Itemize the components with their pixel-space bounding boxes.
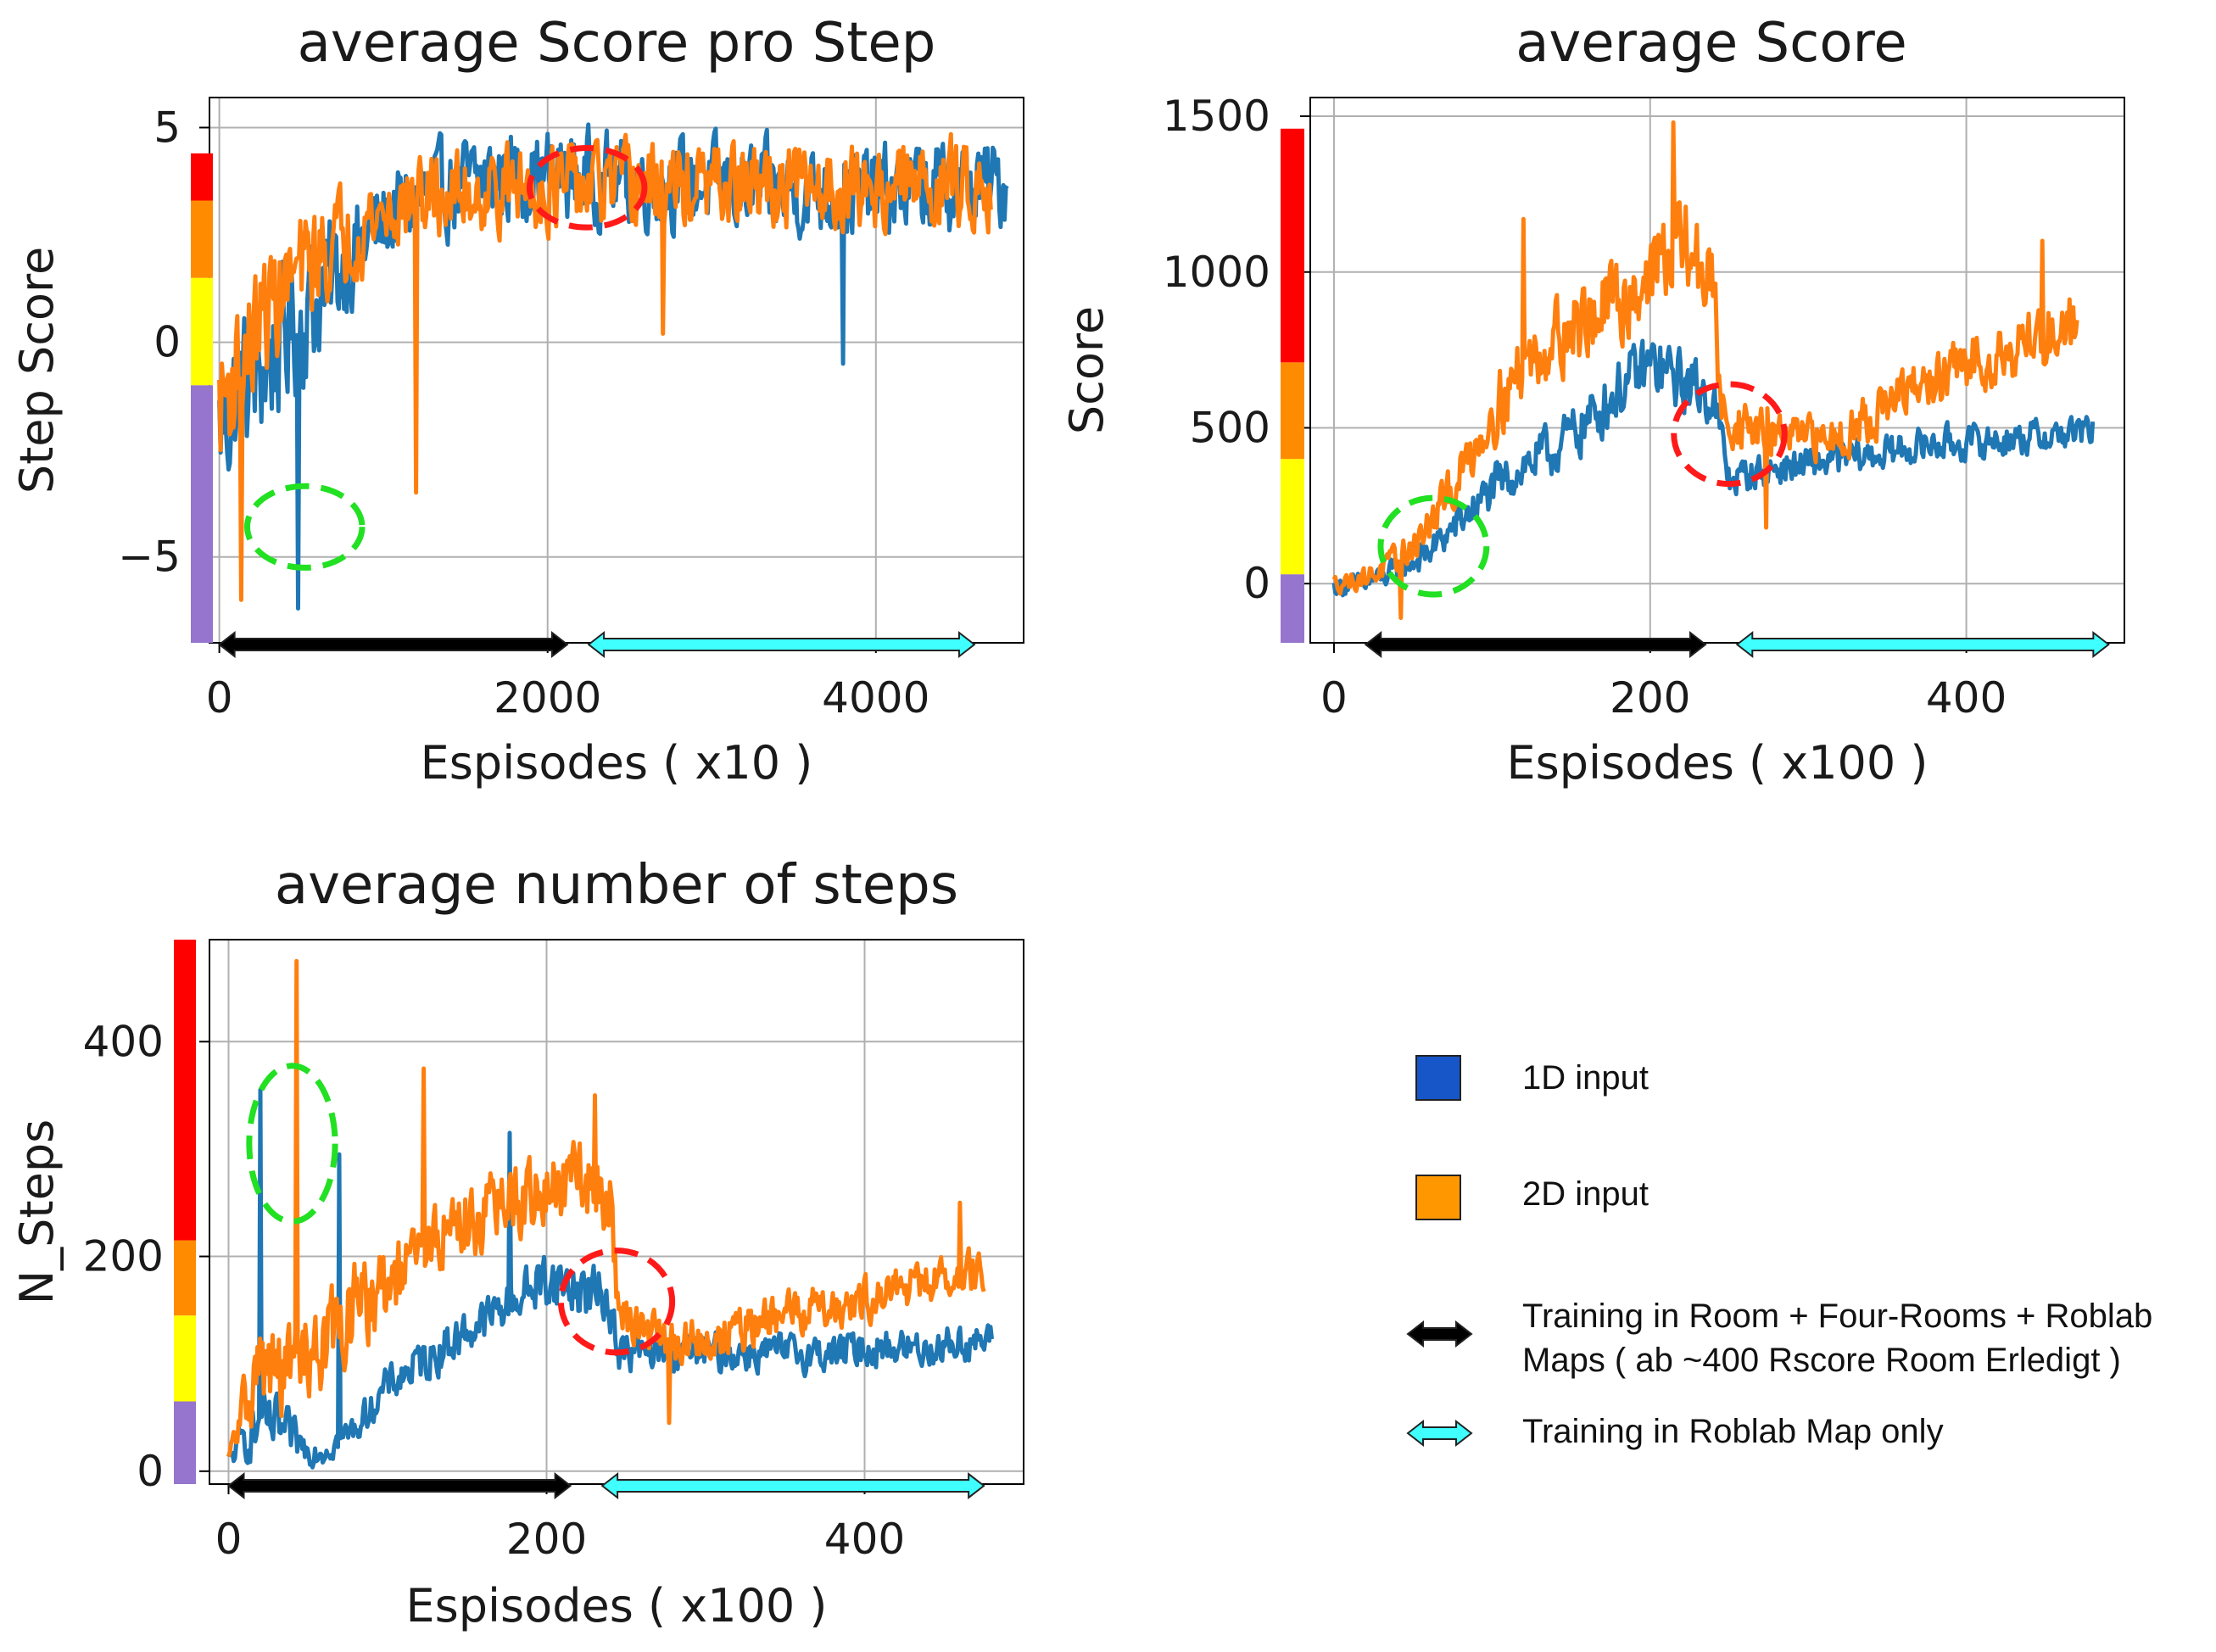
color-band-orange: [191, 200, 213, 278]
x-tick-label: 400: [1926, 673, 2007, 723]
legend-label-training-all: Training in Room + Four-Rooms + Roblab: [1522, 1298, 2152, 1335]
green-highlight-ellipse: [244, 483, 366, 571]
color-band-yellow: [1281, 459, 1304, 575]
green-highlight-ellipse: [246, 1063, 338, 1225]
legend-label-training-all-line2: Maps ( ab ~400 Rscore Room Erledigt ): [1522, 1342, 2121, 1379]
y-tick-label: 0: [137, 1447, 164, 1496]
color-band-yellow: [191, 277, 213, 386]
legend-arrow-black-shape: [1406, 1320, 1473, 1348]
chart-n_steps: 0 200 400 0 200 400 average number of steps Esp…: [10, 854, 1024, 1632]
phase-arrow-black-shape: [217, 630, 569, 659]
legend-arrow-cyan-shape-shape: [1406, 1419, 1473, 1448]
y-tick-label: 5: [154, 103, 181, 152]
phase-arrow-cyan-shape: [587, 630, 976, 659]
plot-area: [209, 940, 1024, 1484]
chart-title: average number of steps: [275, 854, 958, 917]
series-group: [217, 122, 1009, 611]
legend-arrow-black: [1406, 1320, 1473, 1348]
legend-label-1d: 1D input: [1522, 1059, 1649, 1097]
y-tick-label: 400: [83, 1017, 164, 1066]
x-axis-label: Espisodes ( x10 ): [421, 736, 813, 790]
y-tick-label: 1000: [1163, 248, 1270, 297]
phase-arrow-cyan-shape: [600, 1471, 985, 1500]
series-line-1d: [1331, 338, 2096, 598]
phase-arrow-cyan: [1735, 630, 2110, 659]
legend-swatch-2d: [1415, 1175, 1461, 1220]
phase-arrow-cyan: [600, 1471, 985, 1500]
red-highlight-ellipse: [1671, 381, 1788, 488]
color-band-red: [174, 940, 196, 1241]
phase-arrow-black: [1364, 630, 1707, 659]
legend-label-training-roblab: Training in Roblab Map only: [1522, 1413, 1944, 1450]
x-tick-label: 0: [215, 1515, 243, 1564]
color-band-purple: [174, 1401, 196, 1484]
chart-title: average Score: [1515, 12, 1907, 75]
x-tick-label: 4000: [822, 673, 929, 723]
phase-arrow-cyan: [587, 630, 976, 659]
phase-arrow-black: [226, 1471, 572, 1500]
chart-title: average Score pro Step: [298, 12, 936, 75]
x-tick-label: 0: [1320, 673, 1348, 723]
series-group: [226, 958, 994, 1470]
y-tick-label: 0: [1243, 559, 1270, 608]
x-axis-label: Espisodes ( x100 ): [1507, 736, 1929, 790]
legend-arrow-cyan-shape: [1406, 1419, 1473, 1448]
y-tick-label: 1500: [1163, 92, 1270, 141]
color-band-red: [1281, 128, 1304, 363]
phase-arrow-black-shape: [1364, 630, 1707, 659]
series-line-1d: [226, 1087, 994, 1470]
red-highlight-ellipse: [526, 144, 648, 231]
y-axis-label: Score: [1060, 306, 1114, 434]
x-tick-label: 0: [206, 673, 233, 723]
chart-step_score: 0 2000 4000 −5 0 5 average Score pro Step Espis…: [10, 12, 1024, 790]
legend-swatch-1d: [1415, 1055, 1461, 1101]
series-line-2d: [1331, 120, 2079, 621]
legend: 1D input 2D input Training in Room + Fou…: [1406, 1055, 2152, 1450]
legend-label-2d: 2D input: [1522, 1175, 1649, 1213]
phase-arrow-cyan-shape: [1735, 630, 2110, 659]
x-tick-label: 200: [506, 1515, 587, 1564]
red-highlight-ellipse: [557, 1247, 676, 1356]
phase-arrow-black: [217, 630, 569, 659]
plot-frame: [1309, 97, 2125, 644]
phase-arrow-black-shape: [226, 1471, 572, 1500]
x-tick-label: 400: [824, 1515, 905, 1564]
x-tick-label: 200: [1610, 673, 1690, 723]
series-line-2d: [217, 131, 993, 602]
series-line-2d: [226, 958, 986, 1458]
y-axis-label: N_Steps: [10, 1119, 64, 1304]
x-axis-label: Espisodes ( x100 ): [406, 1579, 828, 1632]
series-group: [1331, 120, 2096, 621]
color-band-orange: [1281, 362, 1304, 460]
color-band-purple: [1281, 574, 1304, 643]
legend-arrow-cyan: [1406, 1419, 1473, 1448]
y-tick-label: −5: [118, 533, 181, 582]
y-tick-label: 0: [154, 318, 181, 367]
color-band-red: [191, 153, 213, 201]
y-axis-label: Step Score: [10, 247, 64, 494]
color-band-purple: [191, 385, 213, 643]
y-tick-label: 200: [83, 1232, 164, 1281]
chart-score: 0 200 400 0 500 1000 1500 average Score Espisode…: [1060, 12, 2125, 790]
color-band-orange: [174, 1240, 196, 1316]
green-highlight-ellipse: [1377, 494, 1490, 598]
y-tick-label: 500: [1190, 403, 1270, 452]
legend-arrow-black-shape-shape: [1406, 1320, 1473, 1348]
x-tick-label: 2000: [494, 673, 601, 723]
color-band-yellow: [174, 1315, 196, 1402]
